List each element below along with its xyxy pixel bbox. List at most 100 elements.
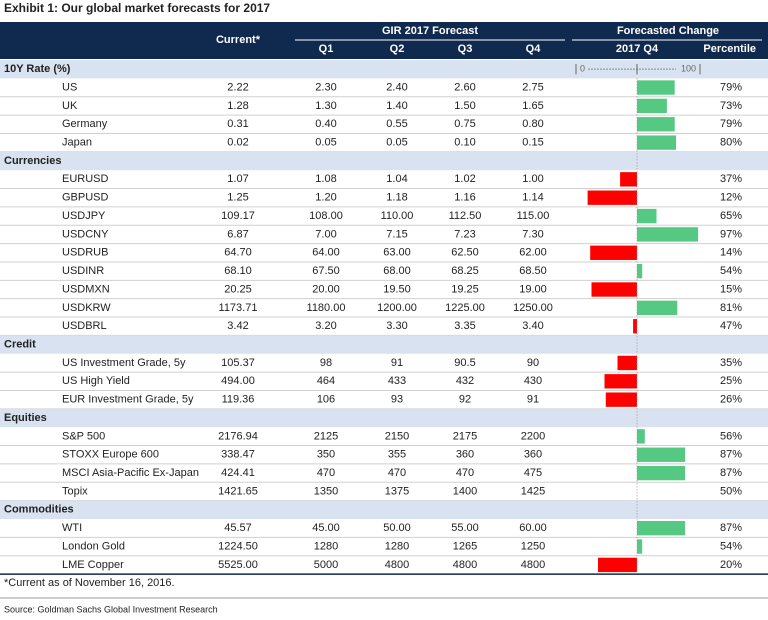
row-name: EURUSD (62, 173, 109, 185)
forecast: 1.20 (315, 192, 336, 204)
current: 338.47 (221, 449, 255, 461)
forecast: 1.00 (522, 173, 543, 185)
header-quarter: Q4 (526, 43, 542, 55)
forecast: 4800 (385, 559, 409, 571)
row-name: UK (62, 100, 78, 112)
forecast: 0.05 (315, 137, 336, 149)
forecast: 1280 (385, 540, 409, 552)
row-name: USDCNY (62, 228, 109, 240)
forecast: 360 (456, 449, 474, 461)
forecast: 112.50 (449, 210, 482, 222)
forecast: 91 (391, 357, 403, 369)
forecast: 1350 (314, 485, 338, 497)
change-bar (637, 447, 686, 462)
forecast: 432 (456, 375, 474, 387)
forecast: 464 (317, 375, 335, 387)
change-bar (590, 245, 637, 260)
percentile: 50% (720, 485, 742, 497)
percentile: 87% (720, 522, 742, 534)
forecast: 0.05 (386, 137, 407, 149)
forecast: 110.00 (381, 210, 414, 222)
forecast: 1200.00 (377, 302, 417, 314)
forecast: 1.50 (454, 100, 475, 112)
forecast: 92 (459, 394, 471, 406)
current: 1.28 (227, 100, 248, 112)
forecast: 106 (317, 394, 335, 406)
current: 0.02 (227, 137, 248, 149)
forecast: 433 (388, 375, 406, 387)
percentile: 20% (720, 559, 742, 571)
percentile: 79% (720, 118, 742, 130)
change-bar (637, 429, 645, 444)
forecast: 1280 (314, 540, 338, 552)
current: 424.41 (221, 467, 255, 479)
percentile: 87% (720, 467, 742, 479)
forecast: 20.00 (312, 283, 340, 295)
section-band (0, 335, 768, 354)
forecast: 45.00 (312, 522, 340, 534)
change-bar (598, 557, 637, 573)
forecast: 2200 (521, 430, 545, 442)
forecast: 90.5 (454, 357, 475, 369)
scale-tick-label: 100 (681, 64, 696, 74)
change-bar (637, 208, 657, 224)
forecast: 1.40 (386, 100, 407, 112)
forecast: 0.40 (315, 118, 336, 130)
row-name: USDJPY (62, 210, 106, 222)
change-bar (637, 263, 643, 279)
current: 1.25 (227, 192, 248, 204)
forecast: 68.00 (383, 265, 411, 277)
header-quarter: Q1 (319, 43, 334, 55)
change-bar (637, 227, 699, 242)
forecast: 90 (527, 357, 539, 369)
row-name: EUR Investment Grade, 5y (62, 394, 194, 406)
forecast: 60.00 (519, 522, 547, 534)
forecast: 470 (456, 467, 474, 479)
row-name: London Gold (62, 540, 125, 552)
current: 3.42 (227, 320, 248, 332)
percentile: 47% (720, 320, 742, 332)
percentile: 97% (720, 228, 742, 240)
forecast: 1400 (453, 485, 477, 497)
forecast: 0.15 (522, 137, 543, 149)
change-bar (637, 80, 675, 95)
section-band (0, 500, 768, 519)
change-bar (604, 374, 637, 389)
row-name: USDMXN (62, 283, 110, 295)
forecast: 470 (388, 467, 406, 479)
current: 494.00 (221, 375, 255, 387)
row-name: WTI (62, 522, 82, 534)
percentile: 26% (720, 394, 742, 406)
forecast: 5000 (314, 559, 338, 571)
row-name: MSCI Asia-Pacific Ex-Japan (62, 467, 199, 479)
forecast: 7.00 (315, 228, 336, 240)
row-name: US High Yield (62, 375, 130, 387)
row-name: US (62, 81, 77, 93)
change-bar (637, 521, 686, 536)
forecast: 2.60 (454, 81, 475, 93)
forecast: 350 (317, 449, 335, 461)
forecast: 0.75 (454, 118, 475, 130)
change-bar (620, 172, 637, 187)
current: 1173.71 (219, 302, 258, 314)
forecast: 1.02 (454, 173, 475, 185)
forecast: 1.65 (522, 100, 543, 112)
forecast: 1.14 (522, 192, 543, 204)
percentile: 65% (720, 210, 742, 222)
change-bar (587, 190, 637, 205)
scale-tick-label: 0 (580, 64, 585, 74)
forecast: 1.04 (386, 173, 407, 185)
forecast: 68.25 (451, 265, 479, 277)
current: 6.87 (227, 228, 248, 240)
header-quarter: Q2 (390, 43, 405, 55)
forecast: 1.08 (315, 173, 336, 185)
percentile: 25% (720, 375, 742, 387)
forecast: 19.25 (451, 283, 479, 295)
change-bar (617, 355, 637, 371)
forecast: 19.50 (383, 283, 411, 295)
change-bar (605, 392, 637, 407)
row-name: USDBRL (62, 320, 107, 332)
current: 68.10 (224, 265, 252, 277)
forecast: 4800 (521, 559, 545, 571)
